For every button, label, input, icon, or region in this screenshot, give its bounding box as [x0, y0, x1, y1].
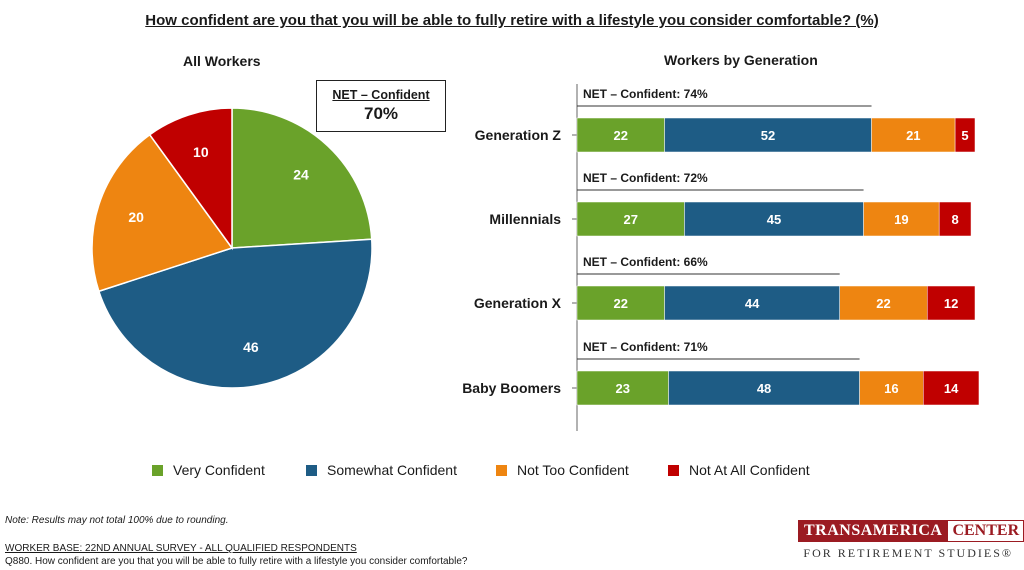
stacked-bar-chart: Generation Z NET – Confident: 74% 22 52 21 5 M…	[462, 84, 980, 431]
bar-value-label: 5	[961, 128, 968, 143]
pie-slice	[148, 107, 233, 251]
net-confident-box: NET – Confident 70%	[316, 80, 446, 132]
legend-swatch	[496, 464, 507, 476]
bar-value-label: 45	[767, 212, 781, 227]
bar-value-label: 22	[614, 128, 628, 143]
bar-value-label: 12	[944, 296, 958, 311]
net-confident-label: NET – Confident: 72%	[583, 171, 708, 185]
category-label: Generation X	[474, 295, 562, 311]
footnote: Note: Results may not total 100% due to …	[5, 515, 229, 526]
legend-label: Very Confident	[173, 462, 265, 478]
legend-item-not-at-all-confident: Not At All Confident	[668, 462, 810, 478]
bar-segment	[576, 201, 685, 237]
bar-segment	[859, 370, 924, 406]
pie-slice	[91, 133, 234, 293]
bar-segment	[664, 117, 872, 153]
pie-slice-label: 10	[193, 144, 209, 160]
bar-segment	[926, 285, 976, 321]
bar-value-label: 22	[614, 296, 628, 311]
bar-segment	[576, 370, 669, 406]
chart-title: How confident are you that you will be a…	[145, 12, 879, 29]
legend-label: Not At All Confident	[689, 462, 810, 478]
pie-slice-label: 46	[243, 339, 259, 355]
pie-slice-label: 20	[128, 209, 144, 225]
bar-value-label: 48	[757, 381, 771, 396]
bar-segment	[668, 370, 860, 406]
bar-value-label: 16	[884, 381, 898, 396]
bar-segment	[871, 117, 956, 153]
base-note: WORKER BASE: 22ND ANNUAL SURVEY - ALL QU…	[5, 543, 357, 554]
logo-center: CENTER	[948, 520, 1024, 542]
legend-item-not-too-confident: Not Too Confident	[496, 462, 629, 478]
net-confident-label: NET – Confident: 74%	[583, 87, 708, 101]
bar-value-label: 23	[616, 381, 630, 396]
logo-subtitle: FOR RETIREMENT STUDIES®	[803, 546, 1013, 560]
pie-chart: 24 46 20 10	[91, 107, 373, 389]
logo-transamerica: TRANSAMERICA	[798, 520, 949, 542]
net-confident-label: NET – Confident	[332, 88, 430, 102]
bar-value-label: 19	[894, 212, 908, 227]
net-confident-value: 70%	[363, 104, 399, 123]
bar-segment	[863, 201, 940, 237]
pie-slice	[97, 238, 373, 389]
bar-segment	[664, 285, 840, 321]
legend-label: Not Too Confident	[517, 462, 629, 478]
bar-segment	[954, 117, 976, 153]
pie-title: All Workers	[183, 53, 261, 69]
bar-segment	[576, 117, 665, 153]
legend-label: Somewhat Confident	[327, 462, 457, 478]
pie-slice	[231, 107, 373, 249]
bar-value-label: 8	[951, 212, 958, 227]
question-note: Q880. How confident are you that you wil…	[5, 556, 468, 567]
net-confident-label: NET – Confident: 66%	[583, 255, 708, 269]
bar-value-label: 52	[761, 128, 775, 143]
legend-swatch	[152, 464, 163, 476]
bar-segment	[684, 201, 864, 237]
legend-swatch	[668, 464, 679, 476]
category-label: Millennials	[489, 211, 561, 227]
legend-item-very-confident: Very Confident	[152, 462, 265, 478]
bar-segment	[938, 201, 972, 237]
bar-segment	[576, 285, 665, 321]
bar-value-label: 22	[876, 296, 890, 311]
category-label: Generation Z	[475, 127, 562, 143]
legend: Very Confident Somewhat Confident Not To…	[0, 462, 1024, 482]
pie-slice-label: 24	[293, 167, 309, 183]
bar-value-label: 14	[944, 381, 959, 396]
net-confident-label: NET – Confident: 71%	[583, 340, 708, 354]
category-label: Baby Boomers	[462, 380, 561, 396]
bar-value-label: 44	[745, 296, 760, 311]
bar-chart-title: Workers by Generation	[664, 52, 818, 68]
legend-swatch	[306, 464, 317, 476]
bar-value-label: 27	[623, 212, 637, 227]
legend-item-somewhat-confident: Somewhat Confident	[306, 462, 457, 478]
transamerica-logo: TRANSAMERICA CENTER FOR RETIREMENT STUDI…	[798, 520, 1024, 562]
bar-value-label: 21	[906, 128, 920, 143]
bar-segment	[923, 370, 980, 406]
